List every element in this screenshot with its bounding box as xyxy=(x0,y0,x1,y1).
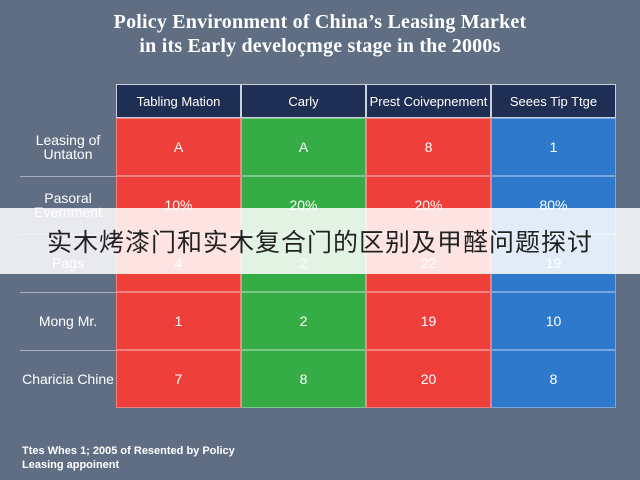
column-header: Prest Coivepnement xyxy=(366,84,491,118)
table-cell: A xyxy=(241,118,366,176)
footnote-line-2: Leasing appoinent xyxy=(22,459,120,471)
row-label: Mong Mr. xyxy=(38,313,98,329)
chart-title-block: Policy Environment of China’s Leasing Ma… xyxy=(0,10,640,58)
table-cell: 8 xyxy=(366,118,491,176)
column-header: Seees Tip Ttge xyxy=(491,84,616,118)
row-label: Charicia Chine xyxy=(22,371,114,387)
footnote-line-1: Ttes Whes 1; 2005 of Resented by Policy xyxy=(22,445,235,457)
row-divider xyxy=(20,350,116,351)
table-cell: 7 xyxy=(116,350,241,408)
table-cell: 1 xyxy=(116,292,241,350)
table-cell: 20 xyxy=(366,350,491,408)
table-cell: 8 xyxy=(241,350,366,408)
column-header: Carly xyxy=(241,84,366,118)
table-cell: 2 xyxy=(241,292,366,350)
row-divider xyxy=(20,176,116,177)
table-cell: 10 xyxy=(491,292,616,350)
row-divider xyxy=(20,292,116,293)
table-cell: A xyxy=(116,118,241,176)
caption-banner: 实木烤漆门和实木复合门的区别及甲醛问题探讨 xyxy=(0,208,640,274)
caption-banner-text: 实木烤漆门和实木复合门的区别及甲醛问题探讨 xyxy=(46,228,593,257)
table-cell: 19 xyxy=(366,292,491,350)
table-cell: 8 xyxy=(491,350,616,408)
chart-subtitle: in its Early develoçmge stage in the 200… xyxy=(139,35,501,57)
table-cell: 1 xyxy=(491,118,616,176)
row-label: Leasing of Untaton xyxy=(35,132,101,162)
footnote: Ttes Whes 1; 2005 of Resented by Policy … xyxy=(22,444,235,472)
column-header: Tabling Mation xyxy=(116,84,241,118)
chart-title: Policy Environment of China’s Leasing Ma… xyxy=(113,11,527,33)
